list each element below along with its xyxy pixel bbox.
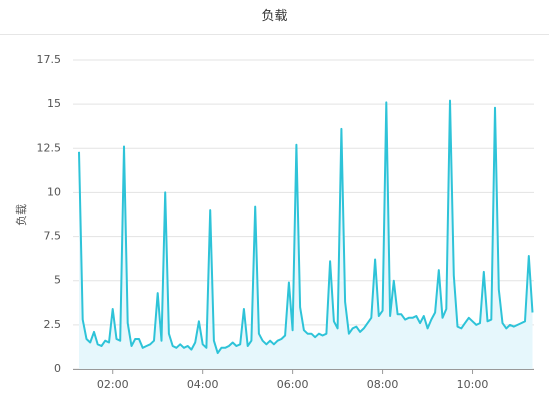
chart: 负载 0 2.5 5 7.5 10 12.5 15 17.5 02:00 04:00 06:00 08… — [14, 53, 534, 391]
x-tick-label: 08:00 — [367, 378, 399, 391]
x-tick-label: 06:00 — [277, 378, 309, 391]
area — [79, 100, 533, 369]
line — [78, 99, 534, 355]
y-tick-label: 2.5 — [44, 318, 62, 331]
x-tick-label: 04:00 — [187, 378, 219, 391]
y-axis-label: 负载 — [14, 204, 28, 226]
y-tick-label: 5 — [54, 274, 61, 287]
x-tick-label: 10:00 — [457, 378, 489, 391]
y-tick-label: 12.5 — [37, 141, 62, 154]
x-tick-label: 02:00 — [97, 378, 129, 391]
y-tick-label: 15 — [47, 97, 61, 110]
panel-title: 负载 — [0, 0, 549, 35]
y-tick-label: 17.5 — [37, 53, 62, 66]
y-tick-label: 7.5 — [44, 230, 62, 243]
y-tick-label: 0 — [54, 362, 61, 375]
y-tick-label: 10 — [47, 185, 61, 198]
